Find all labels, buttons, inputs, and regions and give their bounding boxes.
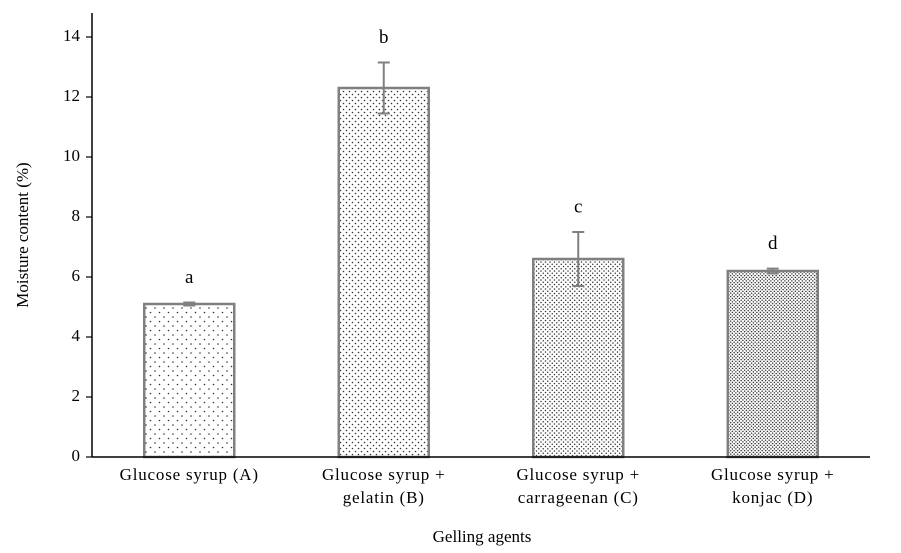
bar	[726, 269, 819, 459]
annotation: b	[379, 27, 389, 48]
y-tick-label: 10	[63, 146, 80, 165]
bar	[532, 257, 625, 459]
bar	[337, 86, 430, 459]
y-tick-label: 0	[72, 446, 81, 465]
y-tick-label: 12	[63, 86, 80, 105]
y-tick-label: 14	[63, 26, 81, 45]
y-axis-label: Moisture content (%)	[13, 162, 32, 307]
annotation: c	[574, 196, 582, 217]
annotation: d	[768, 233, 778, 254]
x-tick-label: konjac (D)	[732, 488, 813, 507]
bar	[143, 302, 236, 459]
x-axis-label: Gelling agents	[433, 527, 532, 546]
x-tick-label: Glucose syrup +	[322, 465, 446, 484]
y-tick-label: 2	[72, 386, 81, 405]
y-tick-label: 4	[72, 326, 81, 345]
x-tick-label: gelatin (B)	[343, 488, 425, 507]
annotation: a	[185, 267, 194, 288]
x-tick-label: carrageenan (C)	[518, 488, 639, 507]
y-tick-label: 8	[72, 206, 81, 225]
x-tick-label: Glucose syrup (A)	[120, 465, 259, 484]
x-tick-label: Glucose syrup +	[516, 465, 640, 484]
y-tick-label: 6	[72, 266, 81, 285]
x-tick-label: Glucose syrup +	[711, 465, 835, 484]
